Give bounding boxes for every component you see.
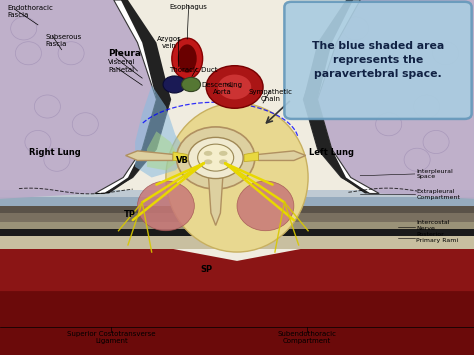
Circle shape (206, 66, 263, 108)
Ellipse shape (204, 151, 212, 156)
Polygon shape (0, 241, 474, 291)
Circle shape (182, 77, 201, 92)
Ellipse shape (219, 159, 228, 164)
Polygon shape (209, 178, 223, 225)
Text: Right Lung: Right Lung (28, 148, 81, 157)
Text: SP: SP (200, 265, 212, 274)
Polygon shape (0, 236, 474, 248)
Text: Sympathetic
Chain: Sympathetic Chain (248, 89, 292, 103)
Text: Parietal: Parietal (108, 67, 134, 73)
Polygon shape (0, 213, 474, 222)
Polygon shape (0, 222, 474, 229)
Ellipse shape (137, 181, 194, 231)
Polygon shape (135, 85, 190, 178)
Circle shape (188, 137, 243, 179)
Polygon shape (0, 229, 474, 236)
Text: The blue shaded area
represents the
paravertebral space.: The blue shaded area represents the para… (312, 41, 444, 80)
Polygon shape (104, 0, 171, 193)
Text: Pleura: Pleura (108, 49, 141, 58)
Polygon shape (95, 0, 171, 193)
Polygon shape (201, 148, 230, 168)
Polygon shape (244, 152, 258, 162)
Ellipse shape (219, 151, 228, 156)
Polygon shape (0, 291, 474, 355)
Text: Superior Costotransverse
Ligament: Superior Costotransverse Ligament (67, 331, 155, 344)
Text: Azygos
vein: Azygos vein (157, 36, 182, 49)
Text: Interpleural
Space: Interpleural Space (416, 169, 453, 179)
Circle shape (163, 76, 186, 93)
Polygon shape (318, 0, 474, 199)
Text: Extrapleural
Compartment: Extrapleural Compartment (416, 189, 460, 200)
Polygon shape (303, 0, 370, 193)
Polygon shape (0, 0, 156, 199)
Ellipse shape (178, 44, 197, 73)
Ellipse shape (176, 127, 255, 189)
Text: Descending
Aorta: Descending Aorta (201, 82, 242, 95)
Ellipse shape (166, 103, 308, 252)
Text: Subserous
Fascia: Subserous Fascia (45, 34, 81, 47)
Text: Endothoracic
Fascia: Endothoracic Fascia (7, 5, 53, 18)
Ellipse shape (237, 181, 294, 231)
Polygon shape (173, 152, 187, 162)
Text: Intercostal
Nerve
Posterior
Primary Rami: Intercostal Nerve Posterior Primary Rami (416, 220, 458, 243)
FancyBboxPatch shape (284, 2, 472, 119)
Polygon shape (303, 0, 379, 193)
Text: Visceral: Visceral (108, 59, 136, 65)
Text: Left Lung: Left Lung (310, 148, 354, 157)
Polygon shape (258, 151, 306, 160)
Circle shape (198, 144, 234, 171)
Polygon shape (0, 197, 474, 206)
Ellipse shape (204, 159, 212, 164)
Ellipse shape (172, 38, 203, 79)
Polygon shape (147, 131, 180, 170)
Text: TP: TP (124, 210, 137, 219)
Polygon shape (126, 151, 173, 160)
Circle shape (218, 75, 251, 99)
Polygon shape (0, 206, 474, 213)
Text: Thoracic Duct: Thoracic Duct (169, 67, 218, 73)
Polygon shape (0, 190, 474, 197)
Text: Subendothoracic
Compartment: Subendothoracic Compartment (278, 331, 337, 344)
Text: Esophagus: Esophagus (170, 4, 208, 10)
Text: VB: VB (176, 156, 189, 165)
